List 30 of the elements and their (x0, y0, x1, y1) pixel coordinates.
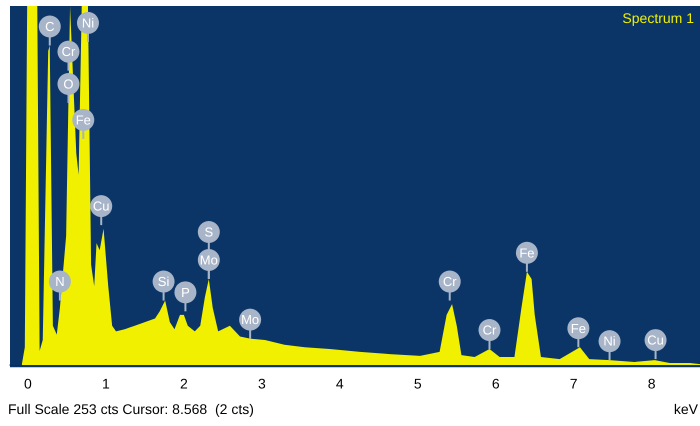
annotation: Cr (442, 274, 458, 290)
annotation: Fe (570, 320, 586, 336)
x-tick-label: 4 (336, 375, 344, 392)
annotation: Fe (76, 112, 91, 128)
annotation: Ni (603, 334, 616, 349)
annotation: O (63, 76, 74, 92)
annotation: S (204, 224, 214, 240)
annotation: P (181, 284, 190, 300)
x-tick-label: 0 (24, 375, 32, 392)
annotation: Mo (200, 252, 218, 268)
x-axis-title: keV (674, 400, 699, 417)
chart-title: Spectrum 1 (622, 10, 694, 26)
annotation: Cu (647, 332, 664, 348)
x-tick-label: 3 (258, 375, 266, 392)
annotation: Fe (519, 245, 534, 260)
annotation: N (55, 274, 65, 290)
x-tick-label: 5 (414, 375, 422, 392)
annotation: Ni (82, 16, 94, 30)
x-tick-label: 1 (102, 375, 110, 392)
annotation: Cu (92, 198, 110, 214)
x-tick-label: 7 (570, 375, 578, 392)
x-tick-label: 2 (180, 375, 188, 392)
x-tick-label: 6 (492, 375, 500, 392)
annotation: C (45, 19, 54, 34)
x-tick-label: 8 (648, 375, 656, 392)
annotation: Mo (241, 312, 260, 328)
annotation: Cr (62, 44, 76, 60)
text: Full Scale 253 cts Cursor: 8.568 (2 cts) (8, 400, 254, 417)
annotation: Cr (482, 322, 498, 338)
annotation: Si (158, 274, 170, 290)
